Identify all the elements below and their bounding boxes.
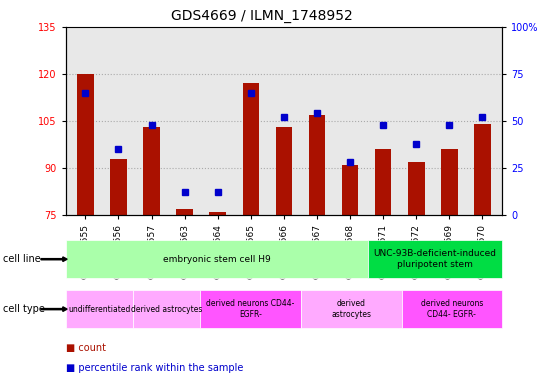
Text: cell type: cell type	[3, 304, 45, 314]
Bar	[474, 124, 491, 215]
Bar	[176, 209, 193, 215]
Bar	[441, 149, 458, 215]
Text: embryonic stem cell H9: embryonic stem cell H9	[163, 255, 271, 264]
Bar	[308, 115, 325, 215]
Text: derived neurons CD44-
EGFR-: derived neurons CD44- EGFR-	[206, 300, 294, 319]
Text: undifferentiated: undifferentiated	[68, 305, 130, 314]
Text: UNC-93B-deficient-induced
pluripotent stem: UNC-93B-deficient-induced pluripotent st…	[373, 250, 497, 269]
Bar	[375, 149, 391, 215]
Bar	[143, 127, 160, 215]
Title: GDS4669 / ILMN_1748952: GDS4669 / ILMN_1748952	[171, 9, 353, 23]
Text: derived astrocytes: derived astrocytes	[130, 305, 202, 314]
Text: ■ count: ■ count	[66, 343, 105, 353]
Bar	[342, 165, 358, 215]
Bar	[77, 74, 94, 215]
Bar	[242, 83, 259, 215]
Text: ■ percentile rank within the sample: ■ percentile rank within the sample	[66, 362, 243, 372]
Bar	[210, 212, 226, 215]
Text: derived
astrocytes: derived astrocytes	[331, 300, 371, 319]
Bar	[110, 159, 127, 215]
Text: cell line: cell line	[3, 254, 40, 264]
Bar	[276, 127, 292, 215]
Bar	[408, 162, 425, 215]
Text: derived neurons
CD44- EGFR-: derived neurons CD44- EGFR-	[421, 300, 483, 319]
